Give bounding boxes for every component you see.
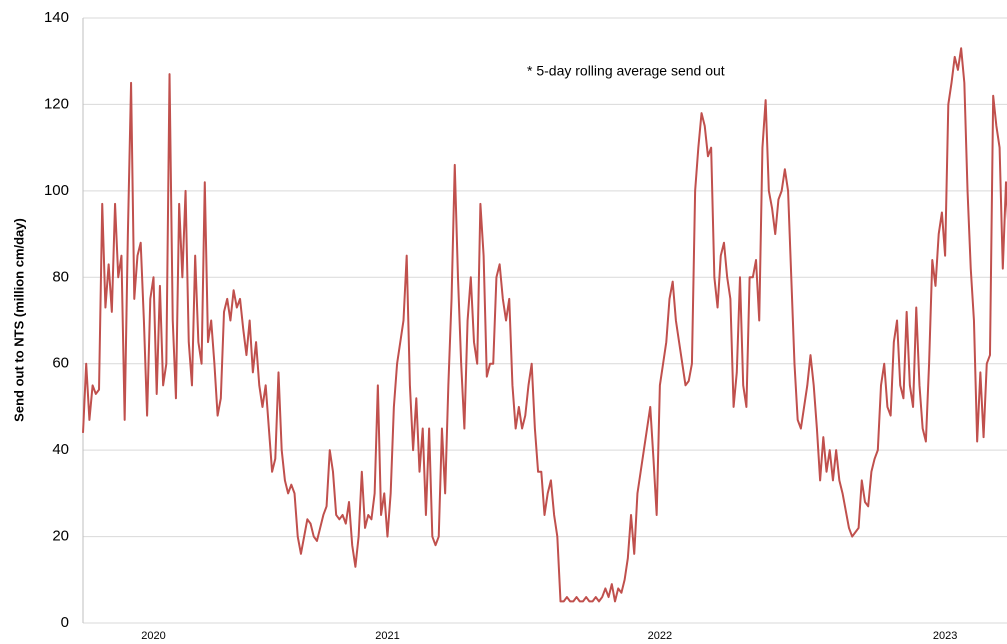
x-tick-label: 2021: [375, 630, 399, 642]
x-tick-label: 2023: [933, 630, 957, 642]
x-tick-label: 2020: [141, 630, 165, 642]
y-tick-label: 120: [44, 95, 69, 112]
y-tick-label: 140: [44, 9, 69, 26]
data-line: [82, 47, 1007, 603]
y-tick-label: 80: [52, 268, 69, 285]
y-tick-label: 40: [52, 441, 69, 458]
y-tick-label: 60: [52, 355, 69, 372]
y-tick-label: 100: [44, 182, 69, 199]
x-tick-label: 2022: [648, 630, 672, 642]
annotation: * 5-day rolling average send out: [527, 63, 725, 79]
y-axis-label: Send out to NTS (million cm/day): [11, 218, 26, 422]
y-tick-label: 20: [52, 528, 69, 545]
y-tick-label: 0: [61, 614, 69, 631]
